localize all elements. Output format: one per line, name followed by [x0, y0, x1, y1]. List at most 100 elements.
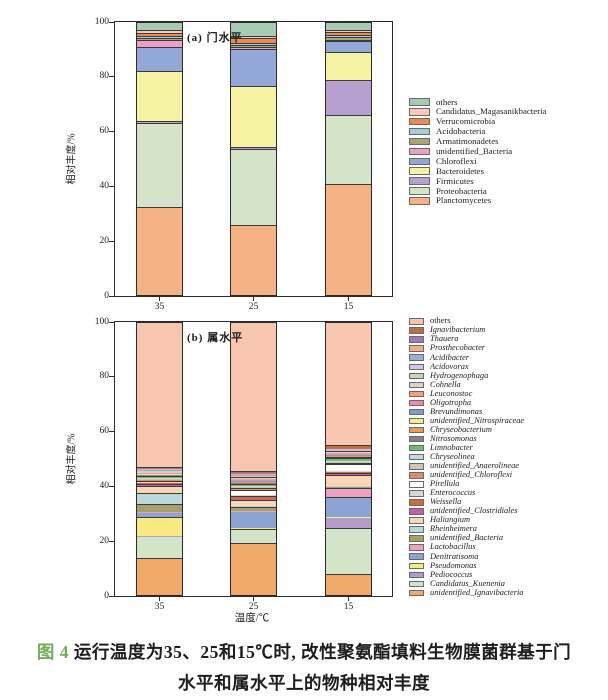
- bar-segment: [136, 474, 183, 476]
- legend-item-label: Acidovorax: [430, 361, 469, 371]
- legend-item: Planctomycetes: [409, 196, 546, 206]
- bar-segment: [325, 486, 372, 488]
- legend-item: Firmicutes: [409, 176, 546, 186]
- bar-segment: [325, 183, 372, 296]
- y-tick-label: 0: [104, 290, 109, 301]
- bar-segment: [136, 482, 183, 483]
- y-tick-mark: [109, 321, 114, 323]
- bar-segment: [325, 41, 372, 53]
- bar-segment: [325, 471, 372, 473]
- bar-segment: [325, 516, 372, 518]
- y-tick-mark: [109, 240, 114, 242]
- legend-swatch: [409, 417, 424, 425]
- legend-swatch: [409, 187, 430, 195]
- bar-segment: [325, 79, 372, 116]
- y-tick-mark: [109, 295, 114, 297]
- legend-item: Acidobacteria: [409, 127, 546, 137]
- legend-item-label: Chryseolinea: [430, 452, 475, 462]
- bar-segment: [136, 557, 183, 596]
- bar-segment: [325, 39, 372, 42]
- bar-segment: [230, 474, 277, 476]
- caption-line2: 水平和属水平上的物种相对丰度: [178, 673, 430, 694]
- legend-swatch: [409, 390, 424, 398]
- y-tick-mark: [109, 131, 114, 133]
- legend-swatch: [409, 381, 424, 389]
- legend-item-label: Oligotropha: [430, 397, 472, 407]
- bar-segment: [230, 86, 277, 147]
- bar-segment: [136, 480, 183, 483]
- legend-item-label: Rheinheimera: [430, 524, 477, 534]
- legend-item-label: Weissella: [430, 497, 462, 507]
- y-tick-mark: [109, 185, 114, 187]
- bar-segment: [230, 489, 277, 495]
- bar-segment: [230, 486, 277, 488]
- legend-item: Chryseolinea: [409, 452, 524, 462]
- legend-swatch: [409, 453, 424, 461]
- bar-segment: [325, 37, 372, 40]
- x-tick-label: 35: [154, 602, 165, 612]
- legend-swatch: [409, 318, 424, 325]
- bar-segment: [325, 462, 372, 465]
- bar-segment: [230, 473, 277, 475]
- bar-segment: [230, 488, 277, 490]
- y-tick-mark: [109, 540, 114, 542]
- legend-item: unidentified_Bacteria: [409, 534, 524, 543]
- bar-segment: [136, 32, 183, 36]
- legend-item-label: Pseudomonas: [430, 560, 477, 570]
- legend-item: Lactobacillus: [409, 543, 524, 552]
- phylum-legend: others Candidatus_Magasanikbacteria Verruc…: [409, 97, 546, 206]
- bar-segment: [325, 574, 372, 596]
- bar-segment: [325, 22, 372, 31]
- legend-item: Armatimonadetes: [409, 137, 546, 147]
- legend-swatch: [409, 435, 424, 443]
- legend-item-label: Nitrosomonas: [430, 433, 477, 443]
- bar-segment: [325, 448, 372, 450]
- legend-item: Pseudomonas: [409, 561, 524, 570]
- legend-item-label: Haliangium: [430, 515, 471, 525]
- bar-segment: [230, 480, 277, 482]
- bar-segment: [136, 121, 183, 124]
- legend-item: Leuconostoc: [409, 389, 524, 398]
- legend-item-label: Cohnella: [430, 379, 461, 389]
- legend-item: Thauera: [409, 334, 524, 344]
- bar-segment: [325, 456, 372, 457]
- bar-segment: [136, 473, 183, 475]
- y-tick-mark: [109, 431, 114, 433]
- bar-segment: [230, 476, 277, 479]
- bar-segment: [136, 482, 183, 484]
- x-tick-label: 25: [248, 602, 259, 612]
- x-tick-mark: [253, 597, 254, 601]
- bar-segment: [136, 70, 183, 122]
- bar-segment: [136, 471, 183, 473]
- bar-segment: [325, 461, 372, 463]
- stacked-bar: [325, 22, 372, 296]
- legend-item: Haliangium: [409, 515, 524, 525]
- y-tick-label: 20: [99, 535, 110, 546]
- panel-label: (a) 门水平: [187, 32, 243, 44]
- x-tick-mark: [348, 597, 349, 601]
- bar-segment: [136, 472, 183, 473]
- legend-item: Nitrosomonas: [409, 433, 524, 444]
- bar-segment: [230, 478, 277, 480]
- bar-segment: [230, 470, 277, 474]
- y-tick-label: 0: [104, 590, 109, 601]
- y-tick-label: 40: [99, 180, 110, 191]
- legend-item: Verrucomicrobia: [409, 117, 546, 127]
- bar-segment: [136, 466, 183, 469]
- legend-swatch: [409, 544, 424, 551]
- bar-segment: [325, 115, 372, 184]
- legend-item: Hydrogenophaga: [409, 371, 524, 380]
- bar-segment: [325, 474, 372, 487]
- panel-label: (b) 属水平: [187, 332, 244, 344]
- bar-segment: [230, 35, 277, 38]
- bar-segment: [325, 456, 372, 459]
- bar-segment: [325, 460, 372, 462]
- legend-item-label: unidentified_Bacteria: [436, 146, 513, 156]
- bar-segment: [230, 146, 277, 150]
- y-tick-label: 40: [99, 480, 110, 491]
- bar-segment: [230, 483, 277, 485]
- legend-item: Rheinheimera: [409, 524, 524, 534]
- legend-swatch: [409, 490, 424, 497]
- bar-segment: [136, 22, 183, 31]
